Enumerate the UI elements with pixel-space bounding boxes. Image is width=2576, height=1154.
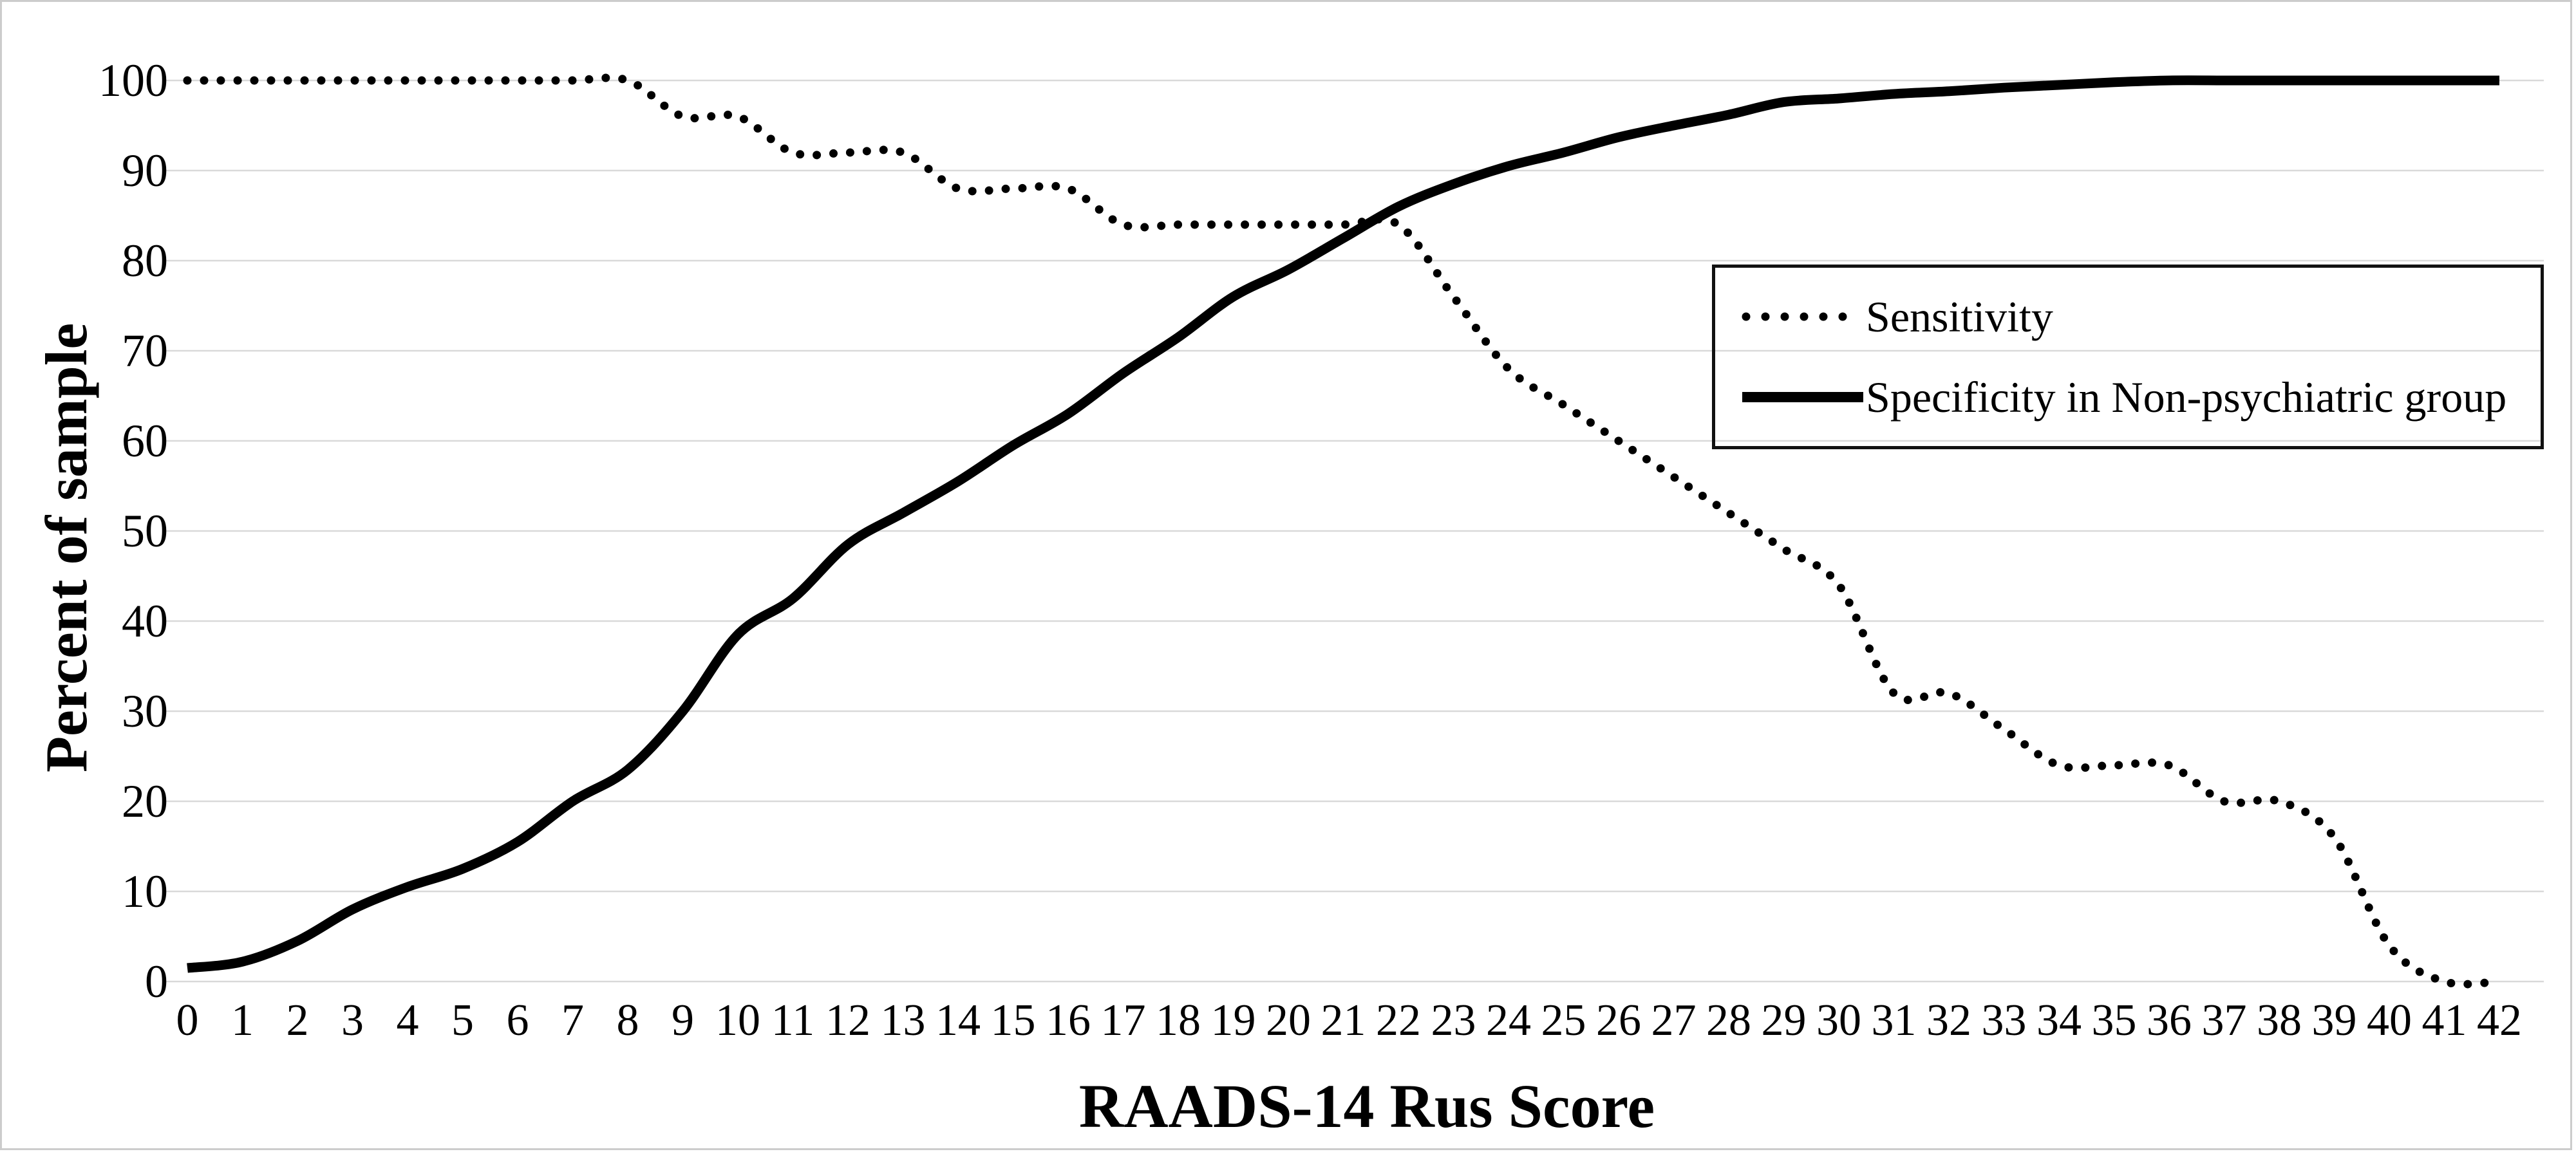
x-tick-label-39: 39 xyxy=(2311,996,2357,1045)
x-tick-label-41: 41 xyxy=(2421,996,2467,1045)
x-tick-label-11: 11 xyxy=(771,996,815,1045)
x-tick-label-14: 14 xyxy=(935,996,981,1045)
x-tick-label-35: 35 xyxy=(2091,996,2137,1045)
x-axis-title: RAADS-14 Rus Score xyxy=(1078,1072,1655,1140)
x-tick-label-3: 3 xyxy=(341,996,364,1045)
x-tick-label-38: 38 xyxy=(2257,996,2302,1045)
dotted-line-icon xyxy=(1742,312,1866,321)
y-tick-label-10: 10 xyxy=(122,866,168,917)
x-tick-label-13: 13 xyxy=(880,996,926,1045)
y-tick-label-100: 100 xyxy=(99,55,168,106)
x-tick-label-29: 29 xyxy=(1761,996,1807,1045)
x-tick-label-23: 23 xyxy=(1431,996,1476,1045)
x-tick-label-37: 37 xyxy=(2201,996,2247,1045)
x-tick-label-40: 40 xyxy=(2367,996,2412,1045)
x-tick-label-8: 8 xyxy=(616,996,639,1045)
x-tick-label-2: 2 xyxy=(286,996,309,1045)
x-tick-label-17: 17 xyxy=(1100,996,1146,1045)
x-tick-label-36: 36 xyxy=(2147,996,2192,1045)
x-tick-label-10: 10 xyxy=(715,996,760,1045)
x-tick-label-24: 24 xyxy=(1486,996,1531,1045)
y-tick-label-70: 70 xyxy=(122,325,168,377)
x-tick-label-18: 18 xyxy=(1156,996,1201,1045)
legend-item-specificity: Specificity in Non-psychiatric group xyxy=(1740,374,2541,420)
y-tick-label-20: 20 xyxy=(122,776,168,827)
x-tick-label-32: 32 xyxy=(1926,996,1971,1045)
x-tick-label-30: 30 xyxy=(1816,996,1861,1045)
x-tick-label-21: 21 xyxy=(1321,996,1366,1045)
x-tick-label-15: 15 xyxy=(990,996,1036,1045)
x-tick-label-0: 0 xyxy=(176,996,199,1045)
x-tick-label-42: 42 xyxy=(2477,996,2522,1045)
x-tick-label-28: 28 xyxy=(1706,996,1751,1045)
y-tick-label-60: 60 xyxy=(122,415,168,467)
x-tick-label-20: 20 xyxy=(1266,996,1311,1045)
y-tick-label-90: 90 xyxy=(122,145,168,196)
sensitivity-curve xyxy=(183,73,2504,989)
y-tick-label-40: 40 xyxy=(122,595,168,647)
x-tick-label-19: 19 xyxy=(1210,996,1256,1045)
x-tick-label-33: 33 xyxy=(1981,996,2027,1045)
legend-label-specificity: Specificity in Non-psychiatric group xyxy=(1866,372,2507,422)
x-tick-label-22: 22 xyxy=(1376,996,1421,1045)
solid-line-icon xyxy=(1742,391,1863,402)
legend-label-sensitivity: Sensitivity xyxy=(1866,292,2053,342)
x-tick-label-1: 1 xyxy=(231,996,254,1045)
legend: Sensitivity Specificity in Non-psychiatr… xyxy=(1712,265,2544,449)
x-tick-label-16: 16 xyxy=(1046,996,1091,1045)
y-tick-label-0: 0 xyxy=(145,956,168,1007)
x-tick-label-26: 26 xyxy=(1596,996,1641,1045)
x-tick-label-31: 31 xyxy=(1871,996,1917,1045)
x-tick-label-6: 6 xyxy=(506,996,529,1045)
legend-item-sensitivity: Sensitivity xyxy=(1740,293,2541,340)
x-tick-label-5: 5 xyxy=(451,996,474,1045)
x-tick-label-27: 27 xyxy=(1651,996,1697,1045)
x-tick-label-4: 4 xyxy=(396,996,419,1045)
y-axis-title: Percent of sample xyxy=(33,322,99,773)
x-tick-label-9: 9 xyxy=(672,996,694,1045)
y-tick-label-50: 50 xyxy=(122,505,168,557)
y-tick-label-30: 30 xyxy=(122,685,168,737)
x-tick-label-12: 12 xyxy=(825,996,870,1045)
x-tick-label-34: 34 xyxy=(2036,996,2082,1045)
specificity-curve xyxy=(187,75,2499,973)
x-tick-label-25: 25 xyxy=(1541,996,1586,1045)
x-tick-label-7: 7 xyxy=(561,996,584,1045)
y-tick-label-80: 80 xyxy=(122,235,168,286)
